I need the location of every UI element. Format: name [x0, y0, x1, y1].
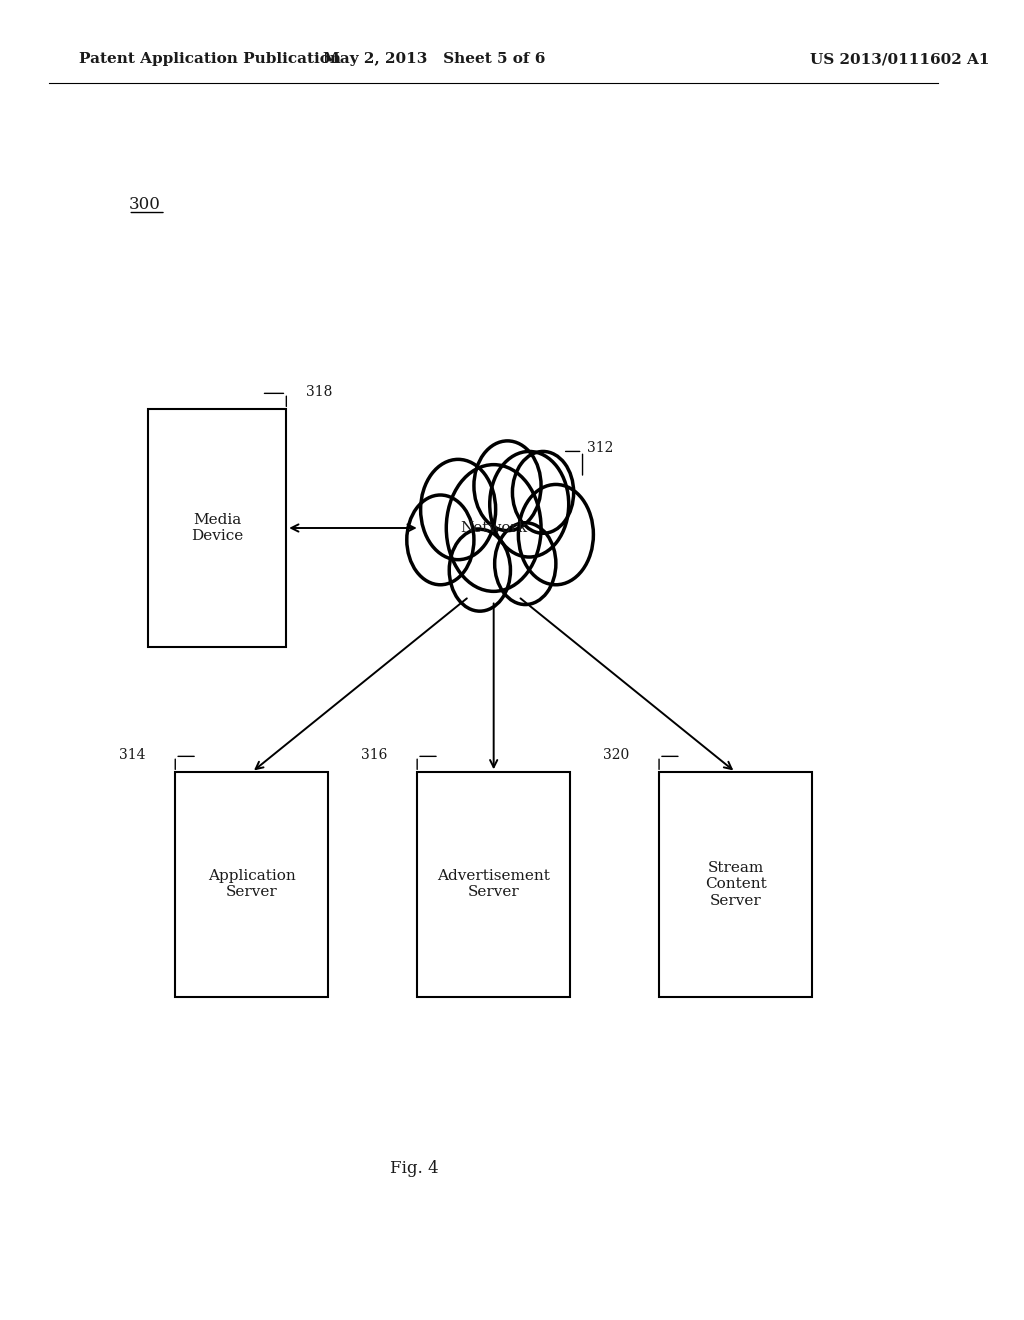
- Text: 300: 300: [128, 197, 160, 213]
- FancyBboxPatch shape: [148, 409, 287, 647]
- FancyBboxPatch shape: [417, 772, 570, 997]
- Circle shape: [518, 484, 593, 585]
- Text: Patent Application Publication: Patent Application Publication: [79, 53, 341, 66]
- Text: Advertisement
Server: Advertisement Server: [437, 870, 550, 899]
- Text: May 2, 2013   Sheet 5 of 6: May 2, 2013 Sheet 5 of 6: [324, 53, 546, 66]
- Circle shape: [512, 451, 573, 533]
- Text: 320: 320: [603, 747, 630, 762]
- Text: Network: Network: [460, 521, 527, 535]
- Circle shape: [450, 529, 510, 611]
- Text: 316: 316: [361, 747, 387, 762]
- FancyBboxPatch shape: [659, 772, 812, 997]
- Circle shape: [474, 441, 541, 531]
- Circle shape: [495, 523, 556, 605]
- Circle shape: [421, 459, 496, 560]
- Circle shape: [407, 495, 474, 585]
- Text: 318: 318: [306, 384, 333, 399]
- Circle shape: [489, 451, 568, 557]
- Text: US 2013/0111602 A1: US 2013/0111602 A1: [810, 53, 989, 66]
- Text: Fig. 4: Fig. 4: [390, 1160, 439, 1176]
- Text: Media
Device: Media Device: [191, 513, 244, 543]
- Text: Application
Server: Application Server: [208, 870, 296, 899]
- FancyBboxPatch shape: [175, 772, 329, 997]
- Text: Stream
Content
Server: Stream Content Server: [705, 861, 766, 908]
- Circle shape: [446, 465, 541, 591]
- Text: 314: 314: [119, 747, 145, 762]
- Text: 312: 312: [588, 441, 613, 455]
